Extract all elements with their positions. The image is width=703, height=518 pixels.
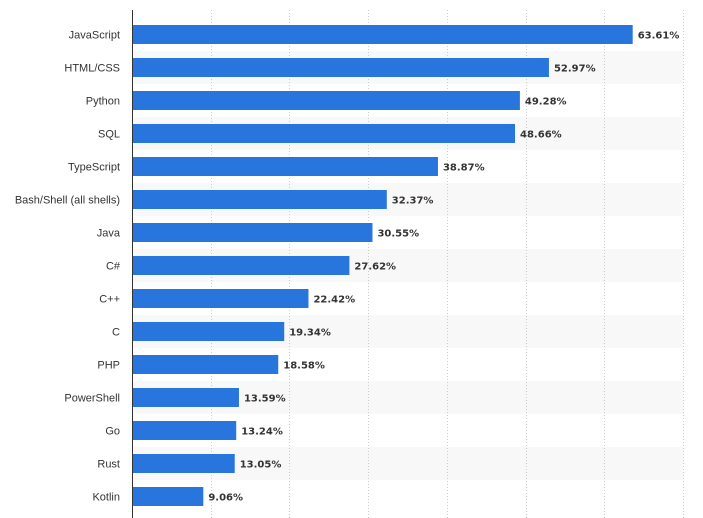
value-label: 48.66% xyxy=(520,130,562,141)
value-label: 22.42% xyxy=(313,295,355,306)
category-label: Bash/Shell (all shells) xyxy=(15,195,120,207)
category-label: PHP xyxy=(97,360,120,372)
category-label: Go xyxy=(105,426,120,438)
value-label: 13.24% xyxy=(241,427,283,438)
value-label: 32.37% xyxy=(392,196,434,207)
value-label: 52.97% xyxy=(554,64,596,75)
value-label: 49.28% xyxy=(525,97,567,108)
category-label: PowerShell xyxy=(64,393,120,405)
bar[interactable] xyxy=(132,454,235,473)
value-label: 18.58% xyxy=(283,361,325,372)
bar[interactable] xyxy=(132,157,438,176)
value-label: 38.87% xyxy=(443,163,485,174)
value-label: 13.59% xyxy=(244,394,286,405)
bars xyxy=(132,25,633,506)
category-label: Java xyxy=(97,228,121,240)
bar[interactable] xyxy=(132,223,373,242)
category-label: HTML/CSS xyxy=(64,63,120,75)
category-label: Kotlin xyxy=(92,492,120,504)
category-label: TypeScript xyxy=(68,162,120,174)
value-label: 27.62% xyxy=(354,262,396,273)
category-label: C++ xyxy=(99,294,120,306)
value-label: 19.34% xyxy=(289,328,331,339)
bar[interactable] xyxy=(132,256,350,275)
category-label: Rust xyxy=(97,459,120,471)
bar[interactable] xyxy=(132,190,387,209)
category-label: C# xyxy=(106,261,121,273)
bar[interactable] xyxy=(132,25,633,44)
bar[interactable] xyxy=(132,58,549,77)
category-label: Python xyxy=(86,96,120,108)
category-labels: JavaScript HTML/CSS Python SQL TypeScript Bas… xyxy=(15,30,121,504)
value-label: 9.06% xyxy=(208,493,243,504)
bar[interactable] xyxy=(132,322,285,341)
category-label: C xyxy=(112,327,120,339)
category-label: JavaScript xyxy=(69,30,120,42)
bar[interactable] xyxy=(132,355,279,374)
value-labels: 63.61% 52.97% 49.28% 48.66% 38.87% 32.37% 30.5… xyxy=(208,31,679,504)
bar[interactable] xyxy=(132,388,239,407)
category-label: SQL xyxy=(98,129,120,141)
bar[interactable] xyxy=(132,124,516,143)
bar[interactable] xyxy=(132,91,520,110)
bar[interactable] xyxy=(132,289,309,308)
bar[interactable] xyxy=(132,487,204,506)
value-label: 30.55% xyxy=(377,229,419,240)
value-label: 63.61% xyxy=(638,31,680,42)
value-label: 13.05% xyxy=(240,460,282,471)
bar[interactable] xyxy=(132,421,237,440)
